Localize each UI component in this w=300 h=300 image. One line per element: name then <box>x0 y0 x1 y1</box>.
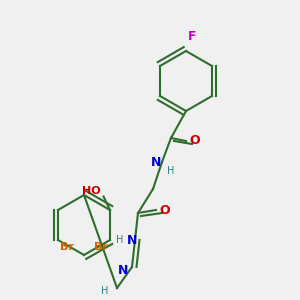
Text: O: O <box>160 203 170 217</box>
Text: Br: Br <box>61 242 74 253</box>
Text: N: N <box>151 155 161 169</box>
Text: N: N <box>118 263 128 277</box>
Text: H: H <box>167 166 175 176</box>
Text: N: N <box>127 233 137 247</box>
Text: O: O <box>190 134 200 148</box>
Text: Br: Br <box>94 242 107 253</box>
Text: H: H <box>101 286 109 296</box>
Text: HO: HO <box>82 185 101 196</box>
Text: F: F <box>188 29 196 43</box>
Text: H: H <box>116 235 124 245</box>
